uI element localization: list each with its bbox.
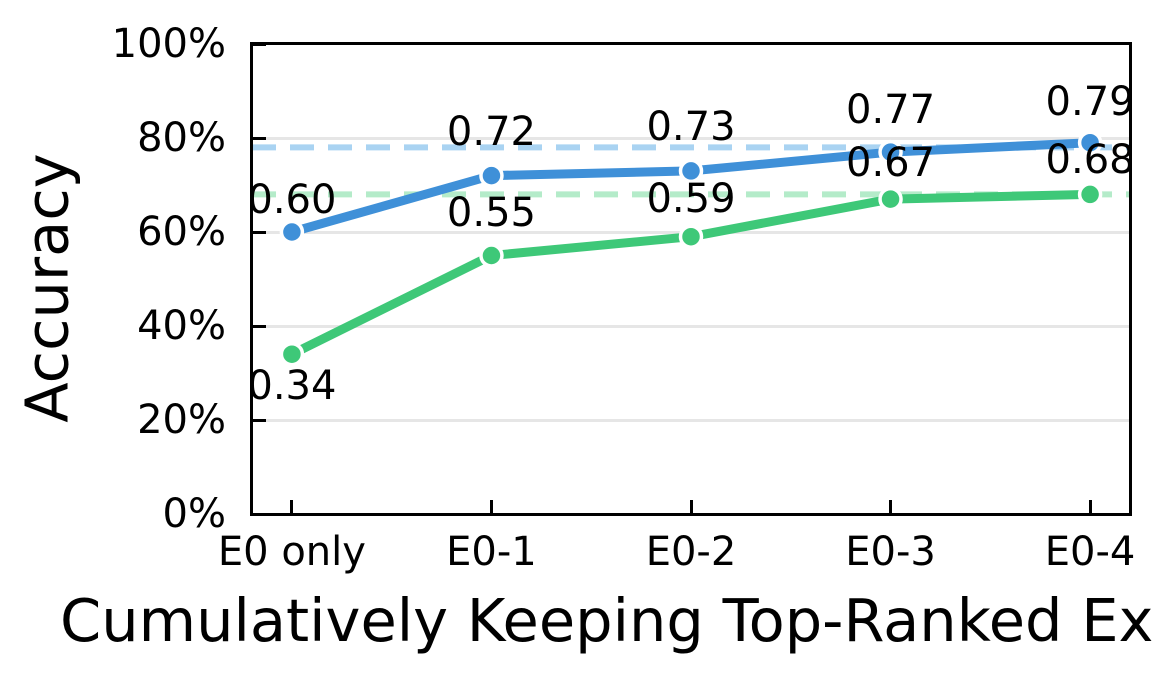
chart-plot-area [252, 130, 1130, 367]
green-series-marker [878, 186, 903, 212]
green-series-value-label: 0.34 [247, 363, 337, 410]
y-tick-mark [252, 42, 266, 46]
blue-series-marker [678, 158, 704, 184]
gridline-80% [252, 136, 1130, 140]
y-tick-label-40%: 40% [137, 303, 226, 349]
x-tick-label-E0-3: E0-3 [845, 529, 936, 575]
green-series-value-label: 0.67 [846, 140, 936, 187]
x-tick-label-E0-1: E0-1 [446, 529, 537, 575]
green-series-value-label: 0.59 [646, 175, 736, 222]
y-tick-mark [252, 136, 266, 140]
y-tick-mark [252, 512, 266, 516]
x-tick-label-E0 only: E0 only [217, 529, 366, 575]
blue-series-marker [479, 163, 504, 188]
x-tick-mark [290, 500, 294, 514]
green-series-marker [279, 341, 305, 367]
y-tick-mark [252, 418, 266, 422]
blue-series-value-label: 0.60 [247, 177, 337, 223]
x-tick-mark [889, 500, 893, 514]
x-tick-mark [689, 500, 693, 514]
y-tick-label-100%: 100% [111, 21, 226, 67]
y-tick-label-0%: 0% [162, 491, 226, 537]
x-axis-label: Cumulatively Keeping Top-Ranked Ex [60, 586, 1154, 655]
x-tick-label-E0-4: E0-4 [1044, 529, 1136, 575]
blue-series-value-label: 0.79 [1045, 78, 1135, 125]
green-series-marker [1077, 182, 1103, 207]
green-series-marker [479, 243, 504, 268]
x-tick-mark [1088, 500, 1092, 514]
blue-series-value-label: 0.72 [446, 108, 536, 155]
blue-series-marker [1077, 130, 1103, 155]
y-tick-mark [252, 324, 266, 328]
blue-series-value-label: 0.77 [846, 87, 936, 134]
y-axis-label: Accuracy [12, 153, 82, 423]
green-series-value-label: 0.68 [1045, 137, 1135, 184]
y-tick-label-20%: 20% [137, 397, 226, 443]
blue-series-marker [878, 139, 903, 165]
green-series-marker [678, 224, 704, 249]
x-tick-label-E0-2: E0-2 [645, 529, 737, 575]
x-tick-mark [489, 500, 493, 514]
gridline-20% [252, 418, 1130, 422]
blue-series-value-label: 0.73 [646, 103, 736, 150]
blue-series-marker [279, 219, 305, 245]
gridline-40% [252, 324, 1130, 328]
y-tick-mark [252, 230, 266, 234]
y-tick-label-80%: 80% [137, 115, 226, 161]
green-series-value-label: 0.55 [446, 189, 536, 236]
y-tick-label-60%: 60% [137, 209, 226, 255]
